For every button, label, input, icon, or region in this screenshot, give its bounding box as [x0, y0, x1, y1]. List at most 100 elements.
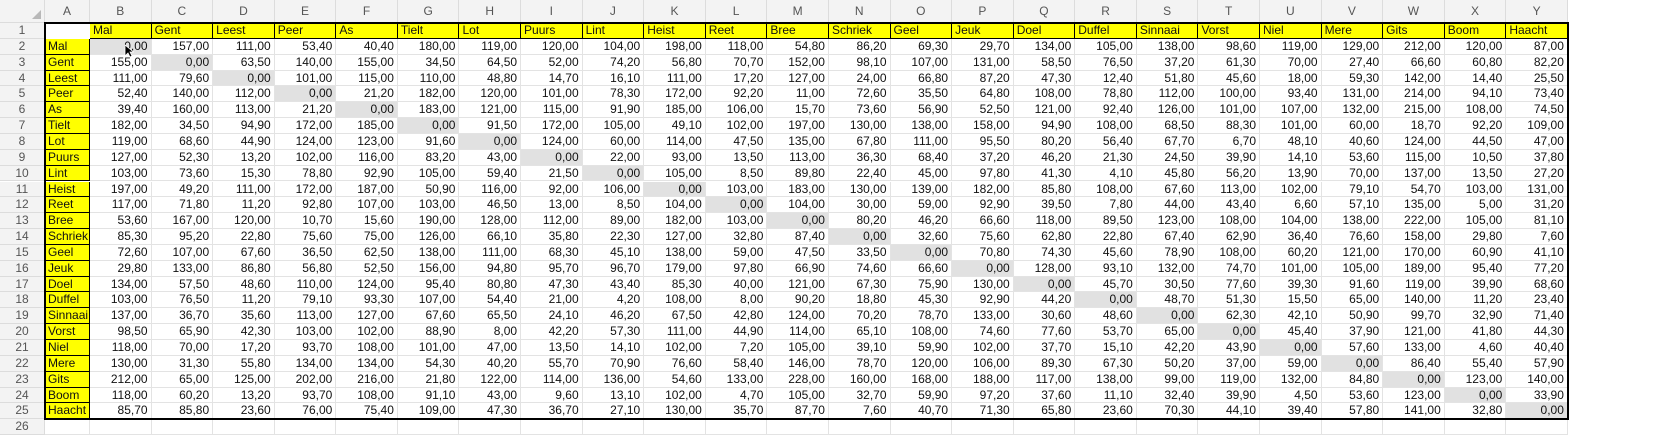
distance-cell[interactable]: 67,30: [828, 276, 891, 293]
distance-cell[interactable]: 7,60: [1506, 229, 1568, 245]
distance-cell[interactable]: 98,60: [1198, 38, 1261, 55]
distance-cell[interactable]: 185,00: [644, 102, 706, 119]
distance-cell[interactable]: 113,00: [767, 149, 829, 166]
distance-cell[interactable]: 47,30: [459, 403, 522, 420]
distance-cell[interactable]: 73,40: [1506, 86, 1568, 103]
distance-cell[interactable]: 106,00: [705, 102, 768, 119]
row-header-19[interactable]: 19: [0, 308, 45, 325]
distance-cell[interactable]: 125,00: [213, 371, 275, 388]
distance-cell[interactable]: 95,50: [952, 133, 1014, 150]
distance-cell[interactable]: 85,80: [1013, 181, 1076, 198]
row-place-header[interactable]: Puurs: [45, 149, 90, 166]
diagonal-distance-cell[interactable]: 0,00: [459, 133, 522, 150]
distance-cell[interactable]: 170,00: [1383, 244, 1445, 261]
distance-cell[interactable]: 10,70: [274, 213, 337, 230]
distance-cell[interactable]: 78,70: [890, 308, 953, 325]
distance-cell[interactable]: 71,30: [952, 403, 1014, 420]
distance-cell[interactable]: 189,00: [1383, 260, 1445, 277]
distance-cell[interactable]: 42,20: [1136, 340, 1199, 356]
distance-cell[interactable]: 110,00: [397, 70, 460, 87]
row-place-header[interactable]: Tielt: [45, 118, 90, 134]
distance-cell[interactable]: 35,50: [890, 86, 953, 103]
distance-cell[interactable]: 46,20: [890, 213, 953, 230]
distance-cell[interactable]: 93,10: [1075, 260, 1137, 277]
distance-cell[interactable]: 27,10: [582, 403, 645, 420]
distance-cell[interactable]: 134,00: [336, 355, 398, 372]
distance-cell[interactable]: 4,20: [582, 292, 645, 309]
distance-cell[interactable]: 42,80: [705, 308, 768, 325]
row-header-23[interactable]: 23: [0, 371, 45, 388]
distance-cell[interactable]: 113,00: [1198, 181, 1261, 198]
column-header-h[interactable]: H: [459, 0, 522, 23]
distance-cell[interactable]: 4,50: [1260, 387, 1322, 404]
diagonal-distance-cell[interactable]: 0,00: [1444, 387, 1507, 404]
distance-cell[interactable]: 216,00: [336, 371, 398, 388]
distance-cell[interactable]: 22,40: [828, 165, 891, 182]
distance-cell[interactable]: 65,50: [459, 308, 522, 325]
distance-cell[interactable]: 62,90: [1198, 229, 1261, 245]
distance-cell[interactable]: 92,90: [952, 292, 1014, 309]
distance-cell[interactable]: 74,30: [1013, 244, 1076, 261]
column-place-header[interactable]: Niel: [1260, 23, 1322, 39]
distance-cell[interactable]: 47,50: [767, 244, 829, 261]
distance-cell[interactable]: 66,60: [952, 213, 1014, 230]
distance-cell[interactable]: 98,10: [828, 54, 891, 71]
row-place-header[interactable]: Jeuk: [45, 260, 90, 277]
distance-cell[interactable]: 136,00: [582, 371, 645, 388]
empty-cell[interactable]: [1444, 419, 1507, 436]
row-place-header[interactable]: Sinnaai: [45, 308, 90, 325]
distance-cell[interactable]: 108,00: [644, 292, 706, 309]
row-header-22[interactable]: 22: [0, 355, 45, 372]
empty-cell[interactable]: [828, 419, 891, 436]
distance-cell[interactable]: 105,00: [397, 165, 460, 182]
column-place-header[interactable]: As: [336, 23, 398, 39]
row-header-6[interactable]: 6: [0, 102, 45, 119]
distance-cell[interactable]: 85,30: [90, 229, 152, 245]
distance-cell[interactable]: 43,00: [459, 387, 522, 404]
distance-cell[interactable]: 68,40: [890, 149, 953, 166]
diagonal-distance-cell[interactable]: 0,00: [336, 102, 398, 119]
distance-cell[interactable]: 86,20: [828, 38, 891, 55]
distance-cell[interactable]: 119,00: [1383, 276, 1445, 293]
distance-cell[interactable]: 107,00: [397, 292, 460, 309]
distance-cell[interactable]: 45,70: [1075, 276, 1137, 293]
distance-cell[interactable]: 45,60: [1198, 70, 1261, 87]
row-header-24[interactable]: 24: [0, 387, 45, 404]
distance-cell[interactable]: 31,30: [151, 355, 214, 372]
distance-cell[interactable]: 59,90: [890, 340, 953, 356]
distance-cell[interactable]: 47,30: [1013, 70, 1076, 87]
row-header-26[interactable]: 26: [0, 419, 45, 436]
distance-cell[interactable]: 27,40: [1321, 54, 1384, 71]
distance-cell[interactable]: 52,00: [521, 54, 583, 71]
distance-cell[interactable]: 39,10: [828, 340, 891, 356]
distance-cell[interactable]: 146,00: [767, 355, 829, 372]
diagonal-distance-cell[interactable]: 0,00: [151, 54, 214, 71]
distance-cell[interactable]: 21,20: [274, 102, 337, 119]
distance-cell[interactable]: 50,90: [397, 181, 460, 198]
distance-cell[interactable]: 138,00: [1075, 371, 1137, 388]
distance-cell[interactable]: 57,50: [151, 276, 214, 293]
distance-cell[interactable]: 109,00: [397, 403, 460, 420]
distance-cell[interactable]: 132,00: [1136, 260, 1199, 277]
distance-cell[interactable]: 65,80: [1013, 403, 1076, 420]
distance-cell[interactable]: 182,00: [644, 213, 706, 230]
column-header-u[interactable]: U: [1260, 0, 1322, 23]
distance-cell[interactable]: 108,00: [1198, 244, 1261, 261]
distance-cell[interactable]: 53,60: [1321, 149, 1384, 166]
distance-cell[interactable]: 70,00: [1260, 54, 1322, 71]
distance-cell[interactable]: 49,10: [644, 118, 706, 134]
distance-cell[interactable]: 11,00: [767, 86, 829, 103]
distance-cell[interactable]: 103,00: [1444, 181, 1507, 198]
empty-cell[interactable]: [1506, 419, 1568, 436]
diagonal-distance-cell[interactable]: 0,00: [521, 149, 583, 166]
distance-cell[interactable]: 40,40: [336, 38, 398, 55]
distance-cell[interactable]: 72,60: [828, 86, 891, 103]
column-place-header[interactable]: Peer: [274, 23, 337, 39]
distance-cell[interactable]: 18,80: [828, 292, 891, 309]
distance-cell[interactable]: 103,00: [705, 213, 768, 230]
distance-cell[interactable]: 70,80: [952, 244, 1014, 261]
distance-cell[interactable]: 119,00: [90, 133, 152, 150]
distance-cell[interactable]: 84,80: [1321, 371, 1384, 388]
distance-cell[interactable]: 103,00: [90, 165, 152, 182]
distance-cell[interactable]: 97,20: [952, 387, 1014, 404]
